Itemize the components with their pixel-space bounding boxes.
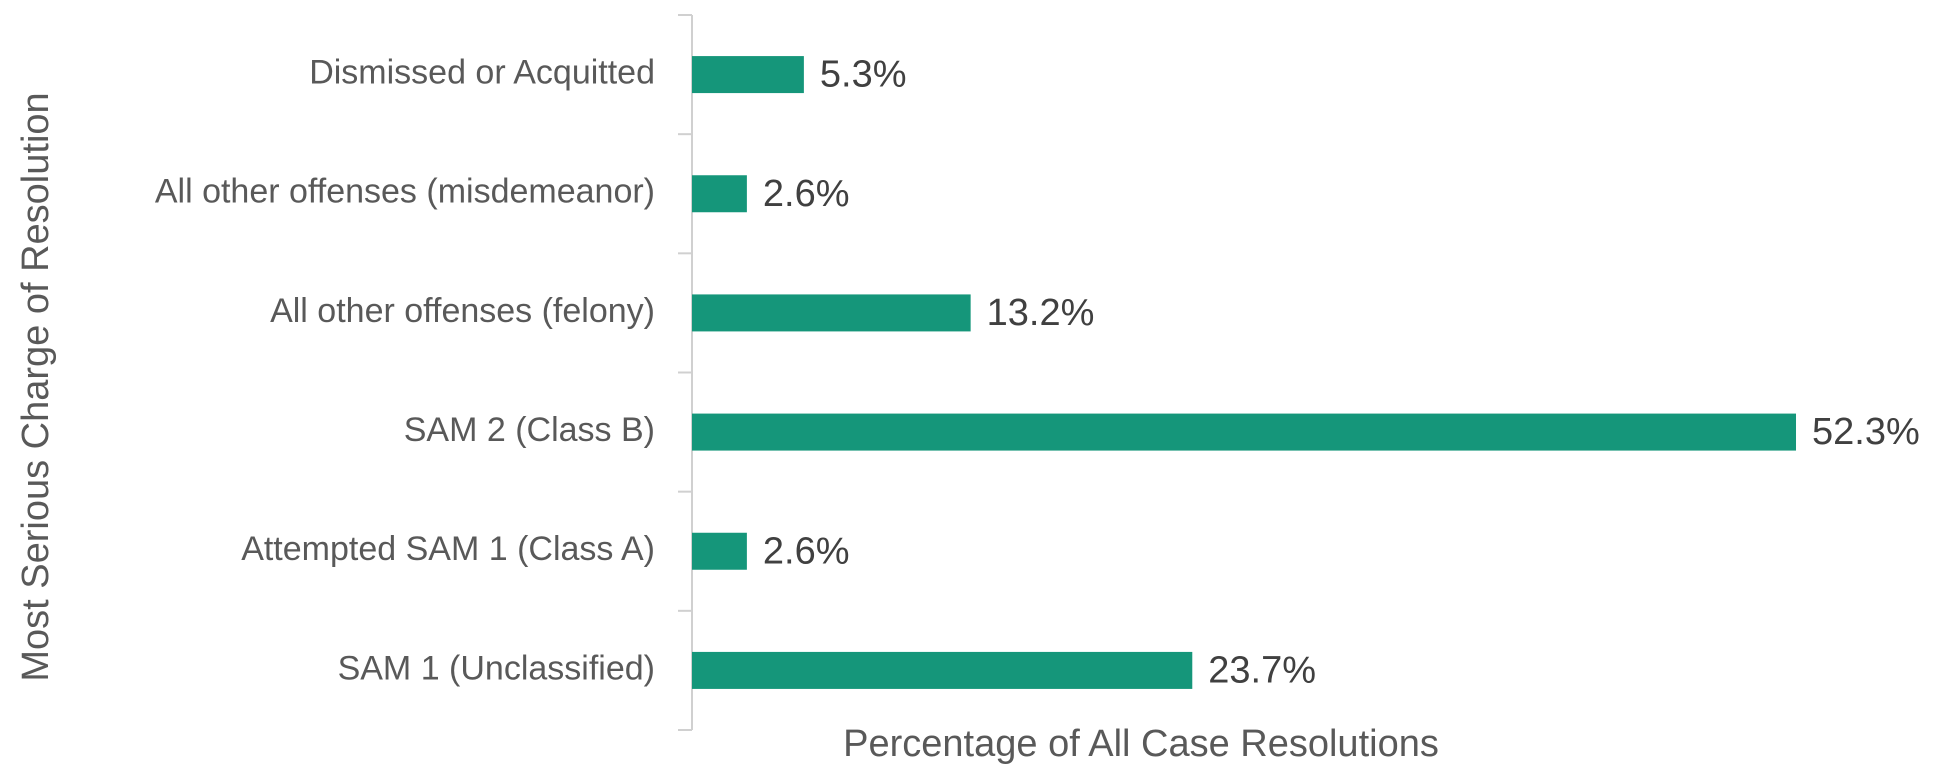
value-label: 52.3%	[1812, 411, 1920, 453]
bar	[692, 651, 1193, 689]
y-tick-label: All other offenses (misdemeanor)	[155, 173, 655, 211]
y-tick-label: Attempted SAM 1 (Class A)	[241, 530, 655, 568]
bar	[692, 56, 804, 94]
bar	[692, 294, 971, 332]
value-label: 5.3%	[820, 54, 907, 96]
value-label: 2.6%	[763, 530, 850, 572]
bar	[692, 175, 747, 213]
y-axis-title: Most Serious Charge of Resolution	[15, 92, 57, 681]
y-tick-label: All other offenses (felony)	[270, 292, 655, 330]
value-label: 23.7%	[1208, 649, 1316, 691]
value-label: 13.2%	[987, 292, 1095, 334]
y-tick-label: SAM 2 (Class B)	[404, 411, 655, 449]
x-axis-title: Percentage of All Case Resolutions	[843, 723, 1439, 765]
bar	[692, 413, 1797, 451]
value-label: 2.6%	[763, 173, 850, 215]
y-tick-label: Dismissed or Acquitted	[309, 54, 655, 92]
y-tick-label: SAM 1 (Unclassified)	[338, 649, 655, 687]
bar	[692, 532, 747, 570]
